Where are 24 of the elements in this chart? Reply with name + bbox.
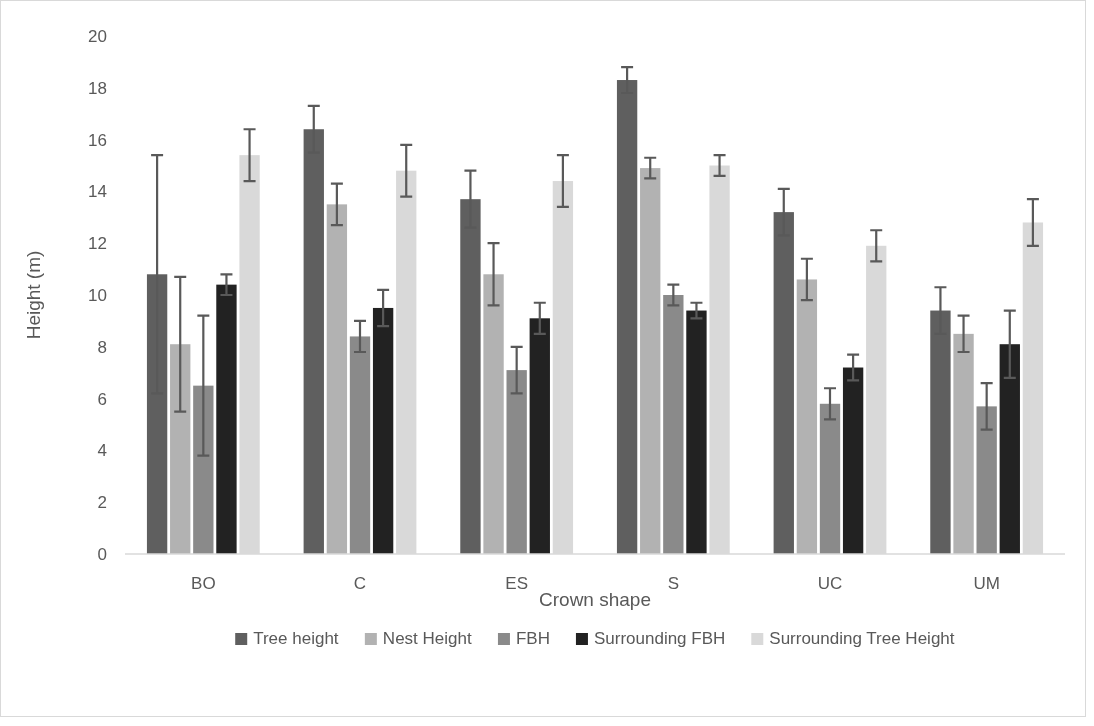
y-tick-label: 4 (97, 441, 107, 461)
y-tick-label: 8 (97, 337, 107, 357)
x-tick-label: C (353, 574, 367, 594)
y-tick-label: 16 (88, 130, 107, 150)
y-axis-title: Height (m) (23, 250, 44, 340)
y-tick-label: 12 (88, 234, 107, 254)
y-tick-label: 6 (97, 389, 107, 409)
legend-label: Nest Height (382, 629, 472, 648)
legend-label: Surrounding Tree Height (769, 629, 955, 648)
y-tick-label: 14 (88, 182, 107, 202)
legend-label: Tree height (253, 629, 339, 648)
x-tick-label: UM (973, 574, 1000, 594)
x-tick-label: UC (817, 574, 843, 594)
y-tick-label: 18 (88, 78, 107, 98)
x-tick-label: S (667, 574, 680, 594)
x-axis-title: Crown shape (539, 589, 651, 610)
y-tick-label: 20 (88, 26, 107, 46)
legend-label: Surrounding FBH (593, 629, 726, 648)
y-tick-label: 10 (88, 285, 107, 305)
legend-label: FBH (515, 629, 550, 648)
x-tick-label: ES (505, 574, 529, 594)
y-tick-label: 0 (97, 544, 107, 564)
x-tick-label: BO (191, 574, 216, 594)
y-tick-label: 2 (97, 493, 107, 513)
